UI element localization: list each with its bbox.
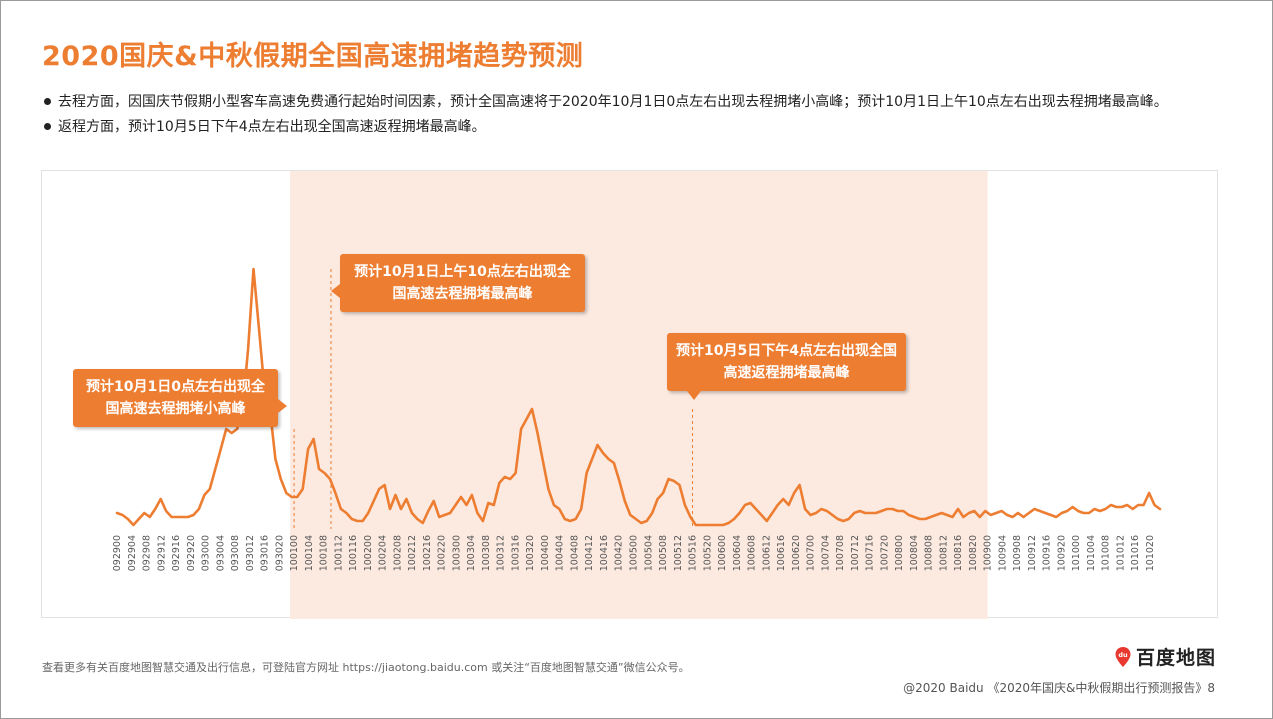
callout-small-peak-text: 预计10月1日0点左右出现全国高速去程拥堵小高峰 bbox=[86, 379, 265, 417]
x-tick-label: 100504 bbox=[643, 535, 654, 571]
bullet-outbound: 去程方面，因国庆节假期小型客车高速免费通行起始时间因素，预计全国高速将于2020… bbox=[42, 90, 1222, 115]
holiday-highlight-band bbox=[290, 171, 988, 619]
x-tick-label: 093012 bbox=[245, 535, 256, 571]
callout-outbound-peak: 预计10月1日上午10点左右出现全国高速去程拥堵最高峰 bbox=[331, 254, 585, 312]
x-tick-label: 093000 bbox=[201, 535, 212, 571]
bullet-return: 返程方面，预计10月5日下午4点左右出现全国高速返程拥堵最高峰。 bbox=[42, 115, 1222, 140]
x-tick-label: 100116 bbox=[348, 535, 359, 571]
x-tick-label: 100500 bbox=[629, 535, 640, 571]
x-tick-label: 100208 bbox=[392, 535, 403, 571]
x-tick-label: 100716 bbox=[865, 535, 876, 571]
x-tick-label: 100904 bbox=[997, 535, 1008, 571]
x-tick-label: 100804 bbox=[909, 535, 920, 571]
x-tick-label: 100300 bbox=[451, 535, 462, 571]
logo-badge-text: du bbox=[1118, 651, 1128, 659]
x-tick-label: 100612 bbox=[761, 535, 772, 571]
x-tick-label: 100520 bbox=[702, 535, 713, 571]
callout-return-peak: 预计10月5日下午4点左右出现全国高速返程拥堵最高峰 bbox=[667, 333, 906, 400]
x-tick-label: 100204 bbox=[378, 535, 389, 571]
logo-text: 百度地图 bbox=[1136, 647, 1217, 669]
x-tick-label: 100512 bbox=[673, 535, 684, 571]
x-tick-label: 100320 bbox=[525, 535, 536, 571]
x-tick-label: 101008 bbox=[1101, 535, 1112, 571]
x-tick-label: 100112 bbox=[333, 535, 344, 571]
x-tick-label: 100400 bbox=[540, 535, 551, 571]
x-tick-label: 100708 bbox=[835, 535, 846, 571]
x-tick-label: 100100 bbox=[289, 535, 300, 571]
x-tick-label: 092920 bbox=[186, 535, 197, 571]
x-tick-label: 093004 bbox=[215, 535, 226, 571]
x-tick-label: 100216 bbox=[422, 535, 433, 571]
callout-outbound-peak-text: 预计10月1日上午10点左右出现全国高速去程拥堵最高峰 bbox=[354, 264, 571, 302]
x-tick-label: 100620 bbox=[791, 535, 802, 571]
x-tick-label: 100720 bbox=[879, 535, 890, 571]
x-tick-label: 101016 bbox=[1130, 535, 1141, 571]
x-tick-label: 100600 bbox=[717, 535, 728, 571]
x-tick-label: 092908 bbox=[142, 535, 153, 571]
x-tick-label: 101012 bbox=[1115, 535, 1126, 571]
x-tick-label: 100408 bbox=[569, 535, 580, 571]
x-tick-label: 100416 bbox=[599, 535, 610, 571]
x-tick-label: 093008 bbox=[230, 535, 241, 571]
baidu-map-logo: du 百度地图 bbox=[1114, 643, 1216, 670]
x-tick-label: 100900 bbox=[983, 535, 994, 571]
chart-container: 092900 092904 092908 092912 092916 092920 0930… bbox=[41, 170, 1218, 619]
x-tick-label: 100104 bbox=[304, 535, 315, 571]
x-tick-label: 100420 bbox=[614, 535, 625, 571]
x-tick-label: 092904 bbox=[127, 535, 138, 571]
x-tick-label: 100704 bbox=[820, 535, 831, 571]
x-tick-label: 100912 bbox=[1027, 535, 1038, 571]
x-tick-label: 100200 bbox=[363, 535, 374, 571]
x-tick-label: 100220 bbox=[437, 535, 448, 571]
congestion-trend-chart: 092900 092904 092908 092912 092916 092920 0930… bbox=[112, 171, 1162, 619]
page-title: 2020国庆&中秋假期全国高速拥堵趋势预测 bbox=[42, 41, 584, 72]
x-tick-label: 100808 bbox=[924, 535, 935, 571]
x-tick-label: 092916 bbox=[171, 535, 182, 571]
x-tick-label: 100316 bbox=[510, 535, 521, 571]
x-tick-label: 093016 bbox=[260, 535, 271, 571]
copyright: @2020 Baidu 《2020年国庆&中秋假期出行预测报告》8 bbox=[903, 681, 1215, 695]
x-tick-label: 100412 bbox=[584, 535, 595, 571]
x-tick-label: 100608 bbox=[747, 535, 758, 571]
x-tick-label: 101020 bbox=[1145, 535, 1156, 571]
x-tick-label: 100304 bbox=[466, 535, 477, 571]
x-tick-label: 100604 bbox=[732, 535, 743, 571]
x-tick-label: 100508 bbox=[658, 535, 669, 571]
x-tick-label: 100312 bbox=[496, 535, 507, 571]
bullet-list: 去程方面，因国庆节假期小型客车高速免费通行起始时间因素，预计全国高速将于2020… bbox=[42, 90, 1222, 140]
x-tick-label: 100812 bbox=[938, 535, 949, 571]
callout-return-peak-text: 预计10月5日下午4点左右出现全国高速返程拥堵最高峰 bbox=[676, 343, 897, 381]
x-tick-label: 100108 bbox=[319, 535, 330, 571]
x-tick-label: 100616 bbox=[776, 535, 787, 571]
callout-small-peak: 预计10月1日0点左右出现全国高速去程拥堵小高峰 bbox=[73, 369, 287, 427]
congestion-line bbox=[115, 267, 1162, 527]
x-tick-label: 100700 bbox=[806, 535, 817, 571]
x-tick-label: 100712 bbox=[850, 535, 861, 571]
x-tick-label: 100816 bbox=[953, 535, 964, 571]
x-tick-label: 092900 bbox=[112, 535, 123, 571]
x-tick-label: 101000 bbox=[1071, 535, 1082, 571]
x-tick-label: 100916 bbox=[1042, 535, 1053, 571]
x-tick-label: 100404 bbox=[555, 535, 566, 571]
map-pin-icon: du bbox=[1115, 646, 1131, 667]
x-tick-label: 100920 bbox=[1056, 535, 1067, 571]
x-tick-label: 100800 bbox=[894, 535, 905, 571]
x-tick-label: 101004 bbox=[1086, 535, 1097, 571]
x-tick-label: 100516 bbox=[688, 535, 699, 571]
x-tick-label: 100308 bbox=[481, 535, 492, 571]
x-tick-label: 093020 bbox=[274, 535, 285, 571]
x-tick-label: 100212 bbox=[407, 535, 418, 571]
x-tick-label: 100820 bbox=[968, 535, 979, 571]
footer-note: 查看更多有关百度地图智慧交通及出行信息，可登陆官方网址 https://jiao… bbox=[42, 661, 690, 674]
x-tick-label: 100908 bbox=[1012, 535, 1023, 571]
x-tick-label: 092912 bbox=[156, 535, 167, 571]
